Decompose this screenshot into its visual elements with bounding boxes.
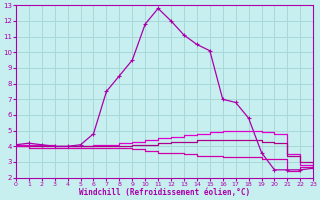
X-axis label: Windchill (Refroidissement éolien,°C): Windchill (Refroidissement éolien,°C): [79, 188, 250, 197]
